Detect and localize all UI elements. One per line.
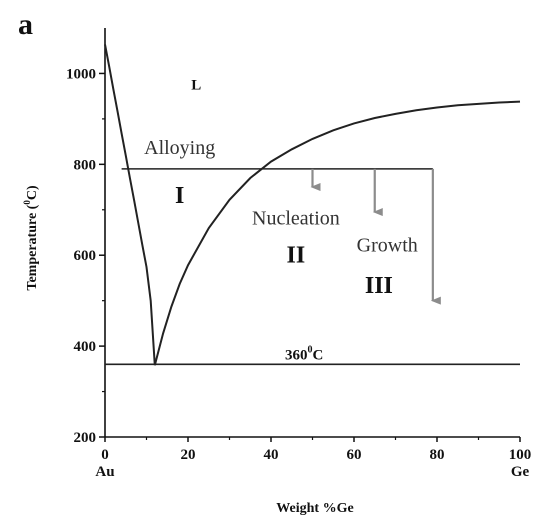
- x-tick-label: 60: [347, 447, 362, 463]
- region-annotation: Alloying: [144, 137, 215, 159]
- y-axis-title-unit: C): [25, 185, 40, 200]
- x-end-label-au: Au: [95, 464, 114, 480]
- x-tick-label: 100: [509, 447, 532, 463]
- x-axis-title: Weight %Ge: [276, 501, 353, 516]
- region-annotation: Growth: [357, 235, 418, 257]
- plot-labels: L Alloying I Nucleation II Growth III 3600C: [144, 77, 418, 363]
- region-annotation: Nucleation: [252, 207, 340, 229]
- y-tick-label: 800: [74, 157, 97, 173]
- plot-marks: [104, 44, 521, 366]
- region-annotation: L: [191, 77, 201, 93]
- liquidus-curve-au-side: [104, 44, 156, 366]
- x-end-label-ge: Ge: [511, 464, 530, 480]
- region-annotation: III: [365, 273, 393, 299]
- liquidus-curve-ge-side: [153, 100, 521, 366]
- y-axis-title-main: Temperature (: [25, 204, 40, 290]
- region-annotation: I: [175, 183, 184, 209]
- y-axis-title-sup: 0: [22, 200, 32, 205]
- region-annotation: II: [287, 242, 306, 268]
- y-axis-title: Temperature (0C): [22, 185, 40, 291]
- panel-label: a: [18, 8, 33, 41]
- y-tick-label: 600: [74, 248, 97, 264]
- y-tick-label: 200: [74, 430, 97, 446]
- eutectic-temp-value: 360: [285, 348, 308, 364]
- x-tick-label: 80: [430, 447, 445, 463]
- eutectic-temp-unit: C: [313, 348, 324, 364]
- y-tick-label: 1000: [66, 66, 96, 82]
- eutectic-temp-sup: 0: [308, 345, 313, 356]
- x-tick-label: 0: [101, 447, 109, 463]
- eutectic-temperature-label: 3600C: [285, 345, 323, 364]
- axes: 0 20 40 60 80 100 200 400 600 800 1000 Au Ge: [66, 28, 531, 480]
- x-tick-label: 40: [264, 447, 279, 463]
- x-tick-label: 20: [181, 447, 196, 463]
- y-tick-label: 400: [74, 339, 97, 355]
